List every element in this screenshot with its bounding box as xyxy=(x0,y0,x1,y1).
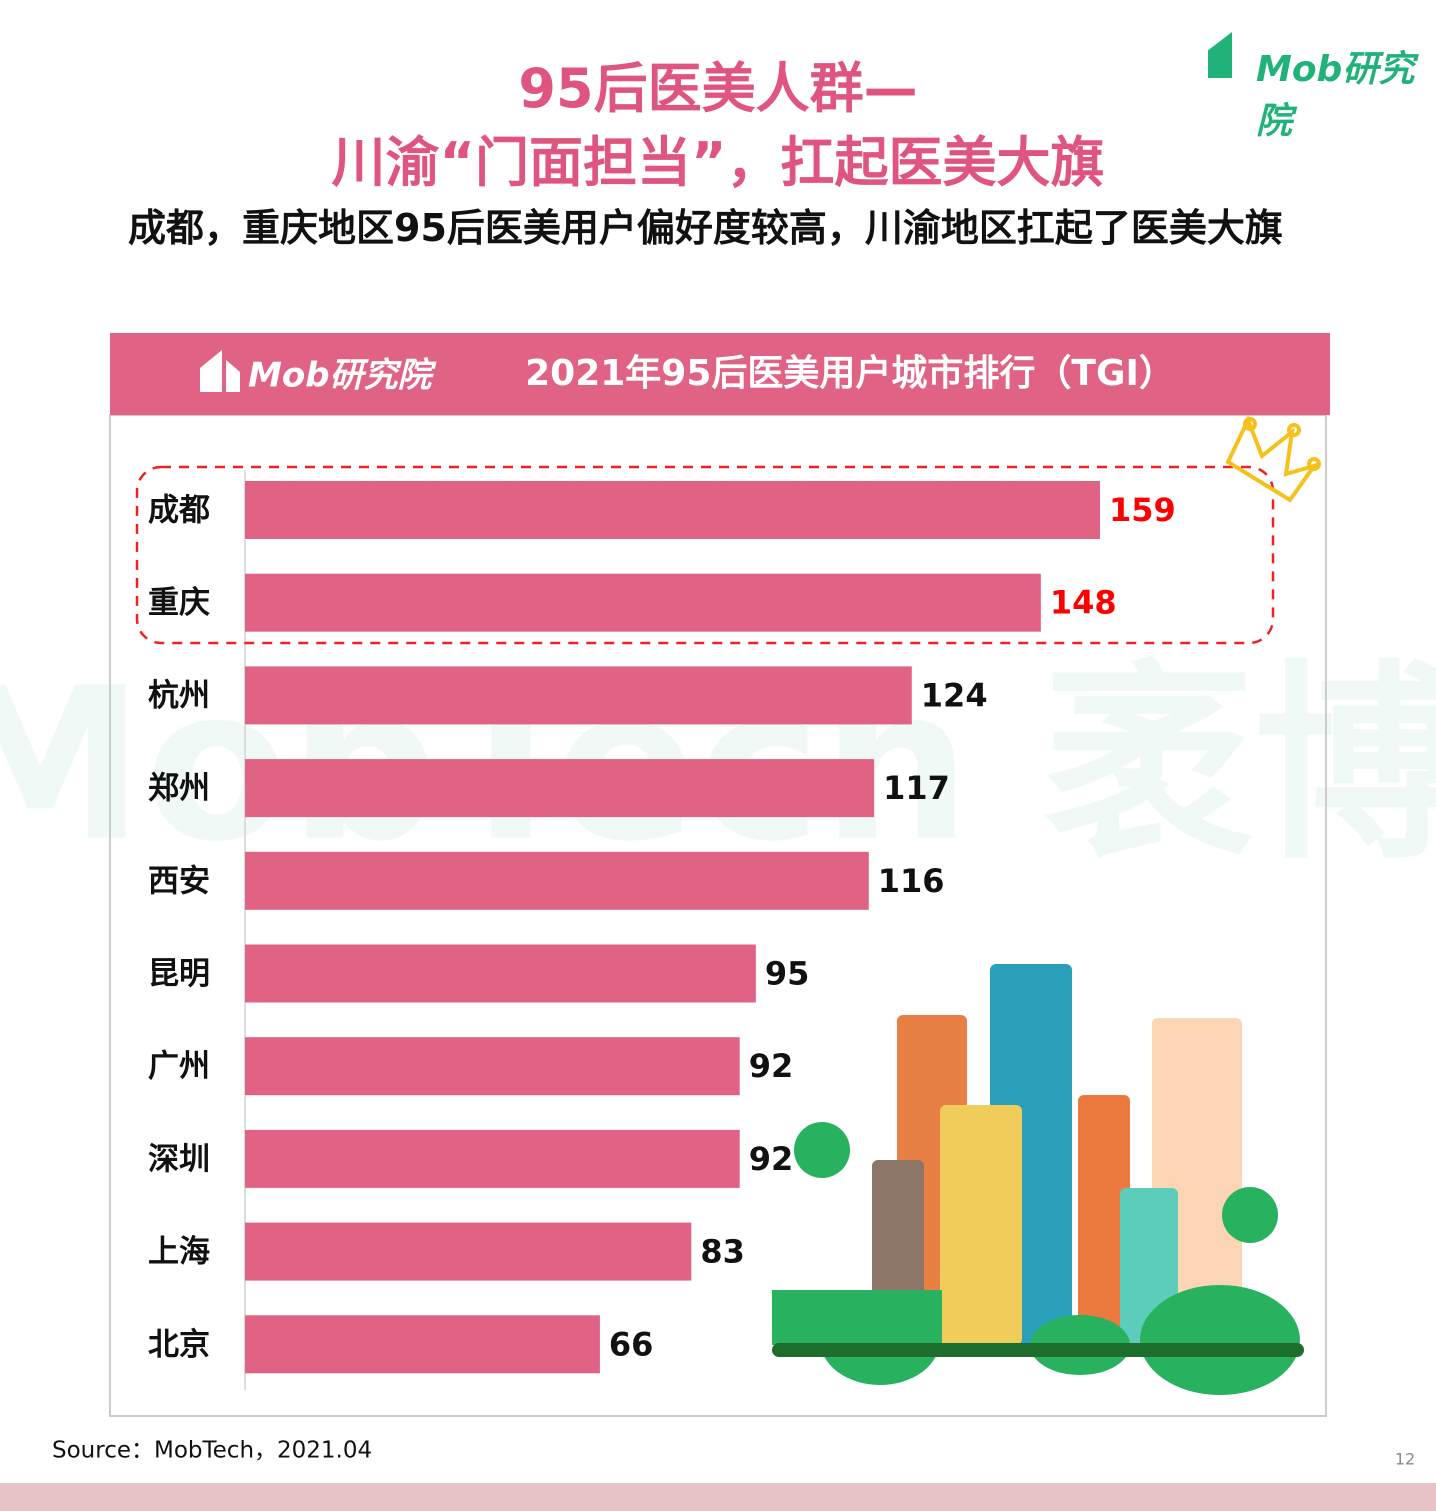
bar xyxy=(245,666,912,725)
value-label: 92 xyxy=(749,1047,794,1085)
chart-header xyxy=(110,333,1330,415)
value-label: 117 xyxy=(883,769,950,807)
value-label: 66 xyxy=(609,1325,654,1363)
value-label: 116 xyxy=(878,862,945,900)
category-label: 昆明 xyxy=(148,956,210,992)
value-label: 95 xyxy=(765,955,810,993)
bar xyxy=(245,1129,740,1188)
bar xyxy=(245,1315,600,1374)
category-label: 广州 xyxy=(148,1049,210,1085)
bar xyxy=(245,851,869,910)
bar xyxy=(245,573,1041,632)
value-label: 159 xyxy=(1109,491,1176,529)
value-label: 92 xyxy=(749,1140,794,1178)
category-label: 北京 xyxy=(148,1327,210,1363)
crown xyxy=(1225,414,1321,503)
value-label: 148 xyxy=(1050,584,1117,622)
bar xyxy=(245,481,1100,539)
chart-title: 2021年95后医美用户城市排行（TGI） xyxy=(525,353,1175,394)
category-label: 重庆 xyxy=(148,585,210,621)
highlight-box xyxy=(135,465,1275,645)
source: Source：MobTech，2021.04 xyxy=(52,1438,372,1464)
bar xyxy=(245,1222,692,1281)
bar xyxy=(245,1037,740,1096)
header-logo: Mob研究院 xyxy=(248,356,438,396)
subtitle: 成都，重庆地区95后医美用户偏好度较高，川渝地区扛起了医美大旗 xyxy=(128,206,1283,250)
category-label: 上海 xyxy=(148,1234,210,1270)
bar xyxy=(245,944,756,1003)
bar xyxy=(245,759,875,818)
category-label: 西安 xyxy=(148,863,210,899)
city-illustration xyxy=(772,964,1304,1395)
title-line: 95后医美人群— xyxy=(518,57,918,120)
category-label: 郑州 xyxy=(148,771,210,807)
category-label: 杭州 xyxy=(148,678,210,714)
value-label: 83 xyxy=(700,1233,745,1271)
logo: Mob研究院 xyxy=(1256,49,1415,142)
header-logo-icon xyxy=(200,350,240,392)
footer-strip xyxy=(0,1483,1436,1511)
page-number: 12 xyxy=(1395,1450,1415,1469)
category-label: 深圳 xyxy=(148,1141,210,1177)
title-line: 川渝“门面担当”，扛起医美大旗 xyxy=(331,131,1105,194)
category-label: 成都 xyxy=(148,493,210,529)
value-label: 124 xyxy=(921,676,988,714)
